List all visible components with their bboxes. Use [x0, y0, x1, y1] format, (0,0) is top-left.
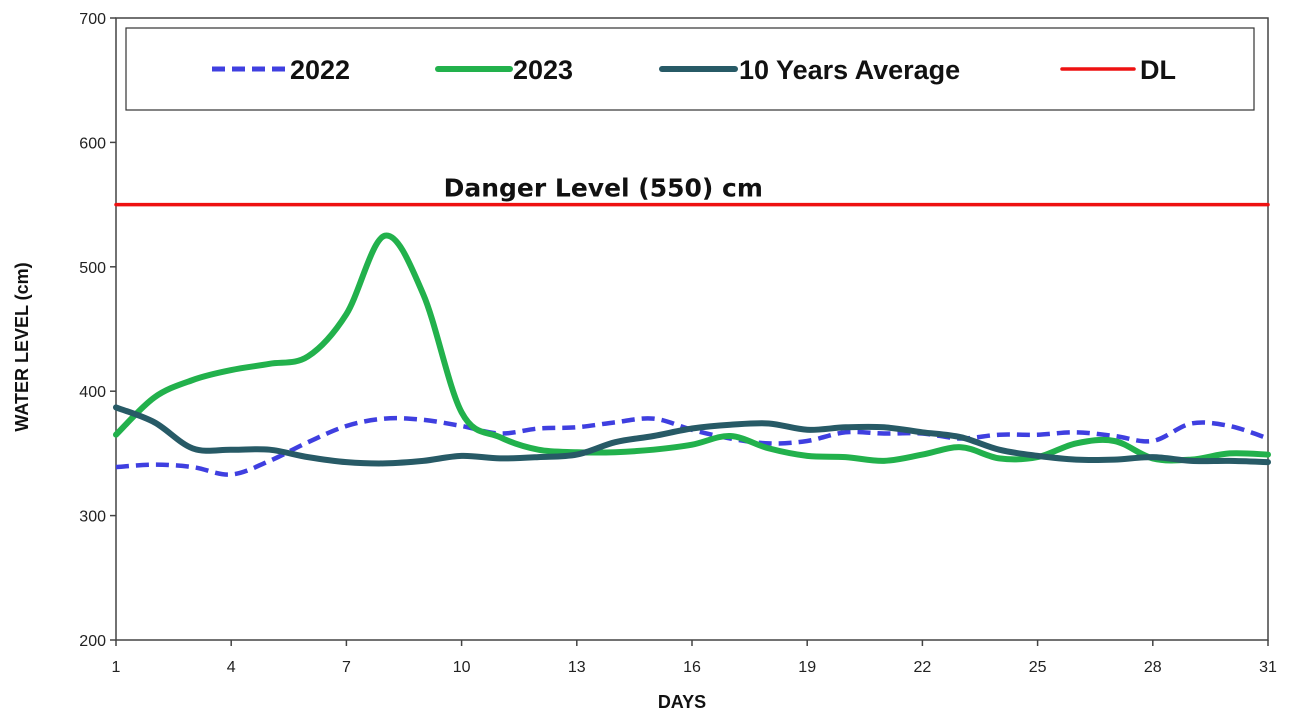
x-axis-title: DAYS [658, 692, 706, 712]
x-tick-label: 1 [112, 659, 121, 676]
x-tick-label: 22 [914, 659, 932, 676]
y-tick-label: 500 [79, 260, 106, 277]
x-tick-label: 19 [798, 659, 816, 676]
y-tick-label: 700 [79, 11, 106, 28]
plot-frame [115, 17, 1269, 641]
legend-label-2: 2023 [513, 55, 573, 85]
x-tick-label: 13 [568, 659, 586, 676]
x-tick-label: 10 [453, 659, 471, 676]
y-tick-label: 600 [79, 135, 106, 152]
y-tick-label: 300 [79, 509, 106, 526]
legend-label-3: 10 Years Average [739, 55, 960, 85]
x-tick-label: 16 [683, 659, 701, 676]
y-tick-label: 400 [79, 384, 106, 401]
legend-label-1: 2022 [290, 55, 350, 85]
x-tick-label: 25 [1029, 659, 1047, 676]
x-tick-label: 31 [1259, 659, 1277, 676]
y-axis-title: WATER LEVEL (cm) [12, 262, 32, 431]
y-tick-label: 200 [79, 633, 106, 650]
series-line-2 [113, 232, 1271, 464]
x-tick-label: 4 [227, 659, 236, 676]
x-tick-label: 7 [342, 659, 351, 676]
series-line-3 [113, 404, 1271, 467]
legend-label-4: DL [1140, 55, 1176, 85]
x-tick-label: 28 [1144, 659, 1162, 676]
danger-level-annotation: Danger Level (550) cm [444, 174, 763, 203]
